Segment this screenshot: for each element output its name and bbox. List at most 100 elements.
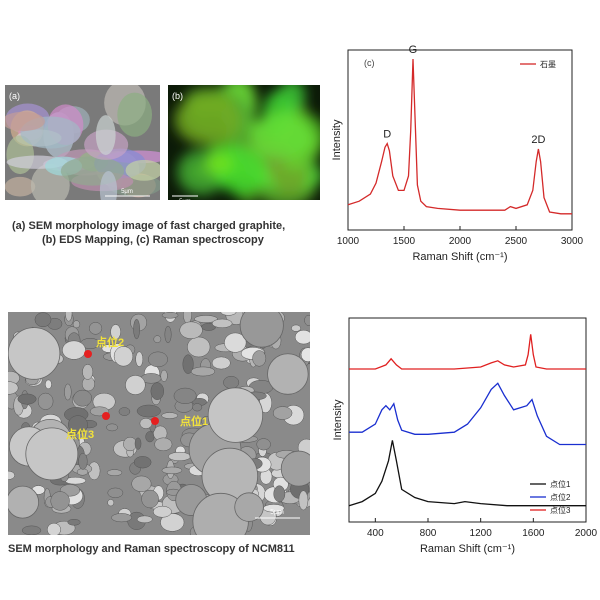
particle [161, 412, 179, 419]
x-tick-label: 800 [420, 528, 437, 539]
annotation: D [383, 129, 391, 141]
flake [5, 176, 36, 197]
particle [106, 423, 118, 432]
flake [125, 159, 160, 181]
legend-label: 点位1 [550, 479, 571, 489]
particle [173, 387, 197, 404]
panel-label: (c) [364, 58, 375, 68]
caption: (b) EDS Mapping, (c) Raman spectroscopy [42, 234, 265, 246]
flake [5, 111, 45, 132]
particle [111, 513, 132, 523]
particle [153, 335, 162, 343]
particle [113, 346, 134, 367]
particle [298, 490, 309, 511]
particle [21, 525, 42, 535]
sem-texture [5, 85, 160, 200]
particle [37, 392, 54, 410]
particle [224, 332, 247, 353]
particle [291, 324, 301, 332]
particle [300, 347, 310, 362]
eds-texture [174, 85, 320, 200]
x-tick-label: 1500 [393, 236, 416, 247]
particle [161, 312, 179, 319]
particle [182, 354, 194, 374]
x-tick-label: 2000 [575, 528, 598, 539]
particle [190, 366, 216, 377]
particle [136, 515, 153, 524]
particle [272, 406, 293, 420]
particle [133, 456, 152, 469]
particle [34, 312, 52, 328]
particle [107, 499, 115, 507]
point-label: 点位1 [180, 414, 208, 428]
particle [107, 487, 124, 498]
particle [136, 404, 161, 418]
particle [256, 438, 271, 451]
particle [211, 318, 233, 329]
secondary-particle [207, 387, 264, 443]
particle [192, 403, 203, 412]
particle [47, 522, 61, 535]
particle [223, 375, 240, 389]
scale-label: 5μm [270, 509, 284, 516]
particle [160, 513, 185, 532]
particle [179, 321, 203, 339]
flake [95, 115, 116, 155]
x-axis-label: Raman Shift (cm⁻¹) [420, 543, 515, 555]
particle [154, 437, 173, 452]
particle [50, 491, 70, 511]
secondary-particle [280, 450, 310, 487]
y-axis-label: Intensity [331, 119, 343, 160]
particle [148, 351, 168, 368]
particle [72, 320, 81, 329]
particle [294, 329, 310, 345]
particle [135, 351, 144, 367]
glow [278, 85, 306, 112]
particle [131, 475, 152, 492]
particle [65, 312, 73, 322]
particle [45, 379, 52, 390]
particle [139, 417, 153, 429]
particle [17, 393, 37, 405]
particle [134, 437, 142, 450]
x-tick-label: 1600 [522, 528, 545, 539]
caption: (a) SEM morphology image of fast charged… [12, 220, 285, 232]
particle [123, 436, 137, 452]
particle [164, 325, 172, 344]
x-tick-label: 2000 [449, 236, 472, 247]
particle [141, 489, 159, 509]
series-line [349, 334, 586, 370]
particle [161, 466, 183, 475]
point-marker [151, 417, 159, 425]
point-marker [102, 412, 110, 420]
secondary-particle [8, 485, 40, 519]
flake [117, 92, 153, 137]
x-axis-label: Raman Shift (cm⁻¹) [412, 251, 507, 263]
particle [8, 470, 15, 480]
x-tick-label: 1000 [337, 236, 360, 247]
series-line [347, 58, 572, 215]
secondary-particle [25, 427, 79, 481]
particle [62, 340, 86, 360]
particle [64, 383, 72, 401]
particle [82, 364, 94, 380]
annotation: G [409, 44, 418, 56]
particle [194, 315, 218, 323]
particle [106, 469, 123, 476]
particle [211, 356, 231, 370]
particle [78, 452, 88, 470]
plot-frame [348, 317, 587, 523]
particle [153, 505, 172, 518]
particle [220, 312, 237, 316]
particle [168, 451, 191, 461]
point-label: 点位3 [66, 427, 94, 441]
particle [273, 485, 286, 503]
particle [8, 381, 19, 395]
glow [250, 111, 314, 160]
image-label: (b) [172, 91, 183, 101]
particle [73, 389, 92, 407]
glow [205, 152, 233, 174]
series-line [349, 382, 586, 446]
particle [252, 350, 267, 367]
